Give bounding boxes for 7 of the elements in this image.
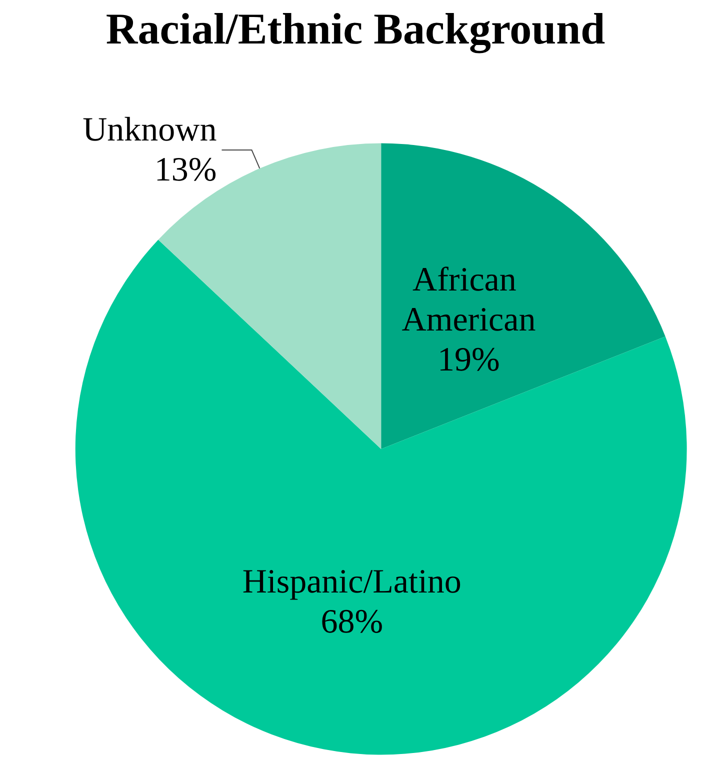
slice-label: Unknown [82,112,217,149]
slice-label: African American [402,262,536,339]
chart-title: Racial/Ethnic Background [106,4,606,54]
slice-label: Hispanic/Latino [242,564,462,601]
data-label: 13% [154,152,217,189]
data-label: 68% [320,604,384,641]
data-label: 19% [438,342,500,379]
